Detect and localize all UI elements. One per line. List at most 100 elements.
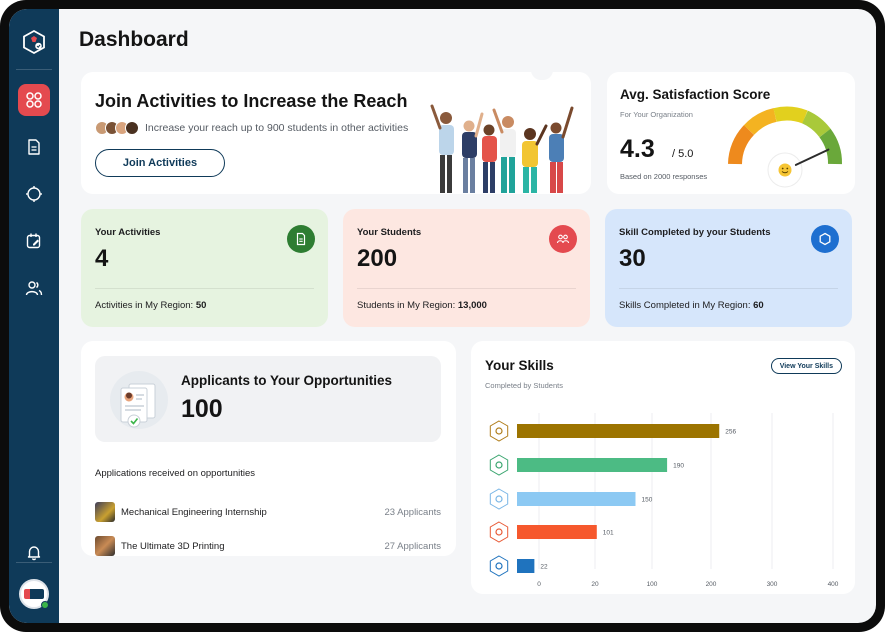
stat-footer: Activities in My Region: 50 xyxy=(95,300,207,311)
avatar-stack xyxy=(95,121,139,135)
skill-icon-glyph xyxy=(495,461,503,469)
skills-title: Your Skills xyxy=(485,358,554,373)
sidebar-divider xyxy=(16,69,52,70)
join-activities-card: Join Activities to Increase the Reach In… xyxy=(81,70,591,194)
organization-logo-icon xyxy=(24,589,44,599)
sidebar xyxy=(9,9,59,623)
chart-value-label: 22 xyxy=(540,564,548,571)
applicants-card: Applicants to Your Opportunities 100 App… xyxy=(81,341,456,556)
applicants-illustration xyxy=(110,371,168,429)
students-icon xyxy=(549,225,577,253)
sidebar-item-users[interactable] xyxy=(18,272,50,304)
stat-value: 30 xyxy=(619,245,646,272)
opportunity-thumbnail xyxy=(95,536,115,556)
stat-value: 200 xyxy=(357,245,398,272)
stat-label: Your Activities xyxy=(95,227,161,238)
page-title: Dashboard xyxy=(79,28,189,51)
satisfaction-score: 4.3 xyxy=(620,135,655,163)
satisfaction-title: Avg. Satisfaction Score xyxy=(620,87,771,102)
opportunity-thumbnail xyxy=(95,502,115,522)
chart-x-tick-label: 400 xyxy=(828,581,839,588)
sidebar-item-activities[interactable] xyxy=(18,225,50,257)
satisfaction-responses: Based on 2000 responses xyxy=(620,172,708,181)
your-students-card[interactable]: Your Students 200 Students in My Region:… xyxy=(343,209,590,327)
gauge-needle xyxy=(794,148,830,166)
grid-icon xyxy=(26,92,42,108)
opportunity-row[interactable]: The Ultimate 3D Printing 27 Applicants xyxy=(95,536,441,556)
stat-footer: Students in My Region: 13,000 xyxy=(357,300,487,311)
skill-icon-glyph xyxy=(495,427,503,435)
applications-received-label: Applications received on opportunities xyxy=(95,468,256,479)
opportunity-row[interactable]: Mechanical Engineering Internship 23 App… xyxy=(95,502,441,522)
join-title: Join Activities to Increase the Reach xyxy=(95,91,408,111)
chart-value-label: 190 xyxy=(673,463,684,470)
hexagon-icon xyxy=(811,225,839,253)
chart-bar xyxy=(517,525,597,539)
chart-x-tick-label: 200 xyxy=(706,581,717,588)
avatar xyxy=(125,121,139,135)
join-subtitle-row: Increase your reach up to 900 students i… xyxy=(95,121,408,135)
chart-x-tick-label: 0 xyxy=(537,581,541,588)
satisfaction-subtitle: For Your Organization xyxy=(620,110,693,119)
chart-x-tick-label: 100 xyxy=(647,581,658,588)
card-notch xyxy=(531,70,553,80)
badge-icon xyxy=(26,186,42,202)
main-content: Dashboard Join Activities to Increase th… xyxy=(59,9,876,623)
skill-hexagon-icon xyxy=(489,488,509,510)
stat-label: Your Students xyxy=(357,227,422,238)
chart-bar xyxy=(517,424,720,438)
skill-hexagon-icon xyxy=(489,521,509,543)
skill-hexagon-icon xyxy=(489,420,509,442)
skill-icon-glyph xyxy=(495,495,503,503)
skill-icon-glyph xyxy=(495,528,503,536)
stat-value: 4 xyxy=(95,245,109,272)
applicants-title: Applicants to Your Opportunities xyxy=(181,373,393,388)
opportunity-applicants: 23 Applicants xyxy=(384,506,441,518)
skill-icon-glyph xyxy=(495,562,503,570)
opportunity-applicants: 27 Applicants xyxy=(384,540,441,552)
users-icon xyxy=(25,281,43,296)
chart-bar xyxy=(517,492,636,506)
avatar[interactable] xyxy=(19,579,49,609)
satisfaction-gauge xyxy=(728,106,842,188)
skills-card: 256 190 150 101 22 0 20 100 200 300 400 Your Skil… xyxy=(471,341,855,594)
view-skills-button[interactable]: View Your Skills xyxy=(770,358,842,374)
join-activities-button[interactable]: Join Activities xyxy=(95,149,225,177)
calendar-edit-icon xyxy=(26,233,41,249)
app-logo-icon[interactable] xyxy=(21,29,47,55)
divider xyxy=(95,288,314,289)
chart-value-label: 150 xyxy=(642,497,653,504)
document-icon xyxy=(28,139,40,155)
sidebar-divider-bottom xyxy=(16,562,52,563)
chart-bar xyxy=(517,458,668,472)
your-activities-card[interactable]: Your Activities 4 Activities in My Regio… xyxy=(81,209,328,327)
join-subtitle: Increase your reach up to 900 students i… xyxy=(145,122,409,134)
notifications-button[interactable] xyxy=(18,536,50,568)
skill-hexagon-icon xyxy=(489,454,509,476)
smiley-icon xyxy=(778,163,792,177)
document-icon xyxy=(287,225,315,253)
skills-subtitle: Completed by Students xyxy=(485,381,563,390)
applicants-summary[interactable]: Applicants to Your Opportunities 100 xyxy=(95,356,441,442)
chart-value-label: 101 xyxy=(603,530,614,537)
chart-value-label: 256 xyxy=(725,429,736,436)
opportunity-name: The Ultimate 3D Printing xyxy=(121,540,225,552)
applicants-count: 100 xyxy=(181,395,223,423)
chart-x-tick-label: 300 xyxy=(767,581,778,588)
chart-x-tick-label: 20 xyxy=(591,581,599,588)
bell-icon xyxy=(27,546,41,561)
skills-bar-chart: 256 190 150 101 22 0 20 100 200 300 400 xyxy=(489,413,839,588)
app-screen: Dashboard Join Activities to Increase th… xyxy=(9,9,876,623)
stat-footer: Skills Completed in My Region: 60 xyxy=(619,300,764,311)
celebrating-people-illustration xyxy=(430,104,574,193)
sidebar-item-dashboard[interactable] xyxy=(18,84,50,116)
sidebar-item-skills[interactable] xyxy=(18,178,50,210)
chart-bar xyxy=(517,559,535,573)
stat-label: Skill Completed by your Students xyxy=(619,227,771,238)
satisfaction-card: Avg. Satisfaction Score For Your Organiz… xyxy=(607,72,855,194)
skills-completed-card[interactable]: Skill Completed by your Students 30 Skil… xyxy=(605,209,852,327)
sidebar-item-documents[interactable] xyxy=(18,131,50,163)
skill-hexagon-icon xyxy=(489,555,509,577)
divider xyxy=(357,288,576,289)
divider xyxy=(619,288,838,289)
